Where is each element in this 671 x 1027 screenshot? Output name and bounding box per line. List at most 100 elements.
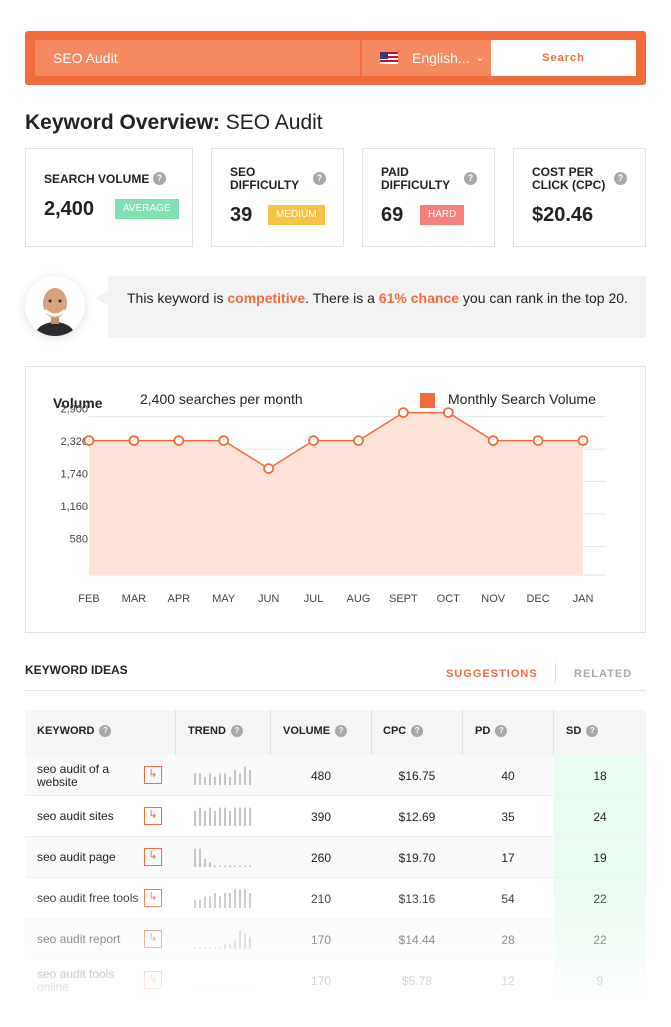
help-icon[interactable]: ? <box>99 725 112 738</box>
help-icon[interactable]: ? <box>411 725 424 738</box>
column-header-cpc[interactable]: CPC? <box>383 710 424 755</box>
help-icon[interactable]: ? <box>586 725 599 738</box>
search-button[interactable]: Search <box>491 40 636 76</box>
trend-bar <box>199 773 201 785</box>
trend-bar <box>234 807 236 826</box>
search-input[interactable] <box>35 40 360 76</box>
column-label: CPC <box>383 725 407 737</box>
page-title-keyword: SEO Audit <box>225 111 323 134</box>
help-icon[interactable]: ? <box>313 172 326 185</box>
column-header-keyword[interactable]: KEYWORD? <box>37 710 112 755</box>
keyword-cell[interactable]: seo audit of a website <box>37 762 110 789</box>
table-row[interactable]: seo audit sites ↳ 390 $12.69 35 24 <box>25 796 646 837</box>
trend-bar <box>204 776 206 785</box>
trend-sparkline <box>194 766 251 785</box>
trend-bar <box>239 773 241 785</box>
data-point <box>442 407 454 418</box>
help-icon[interactable]: ? <box>153 172 166 185</box>
column-header-pd[interactable]: PD? <box>475 710 508 755</box>
sd-cell: 19 <box>593 851 607 865</box>
open-keyword-icon[interactable]: ↳ <box>144 766 162 784</box>
help-icon[interactable]: ? <box>230 725 243 738</box>
trend-bar <box>219 988 221 990</box>
column-label: SD <box>566 725 582 737</box>
trend-sparkline <box>194 930 251 949</box>
pd-cell: 28 <box>501 933 515 947</box>
open-keyword-icon[interactable]: ↳ <box>144 807 162 825</box>
volume-cell: 210 <box>310 892 332 906</box>
cpc-cell: $12.69 <box>398 810 436 824</box>
status-badge: Medium <box>268 205 325 225</box>
trend-bar <box>214 776 216 785</box>
x-tick-label: MAY <box>212 593 236 605</box>
trend-bar <box>239 807 241 826</box>
data-point <box>218 435 230 446</box>
trend-bar <box>244 766 246 785</box>
table-row[interactable]: seo audit free tools ↳ 210 $13.16 54 22 <box>25 878 646 919</box>
table-row[interactable]: seo audit report ↳ 170 $14.44 28 22 <box>25 919 646 960</box>
metric-label: Cost Per Click (CPC) <box>532 165 606 192</box>
help-icon[interactable]: ? <box>614 172 627 185</box>
cpc-cell: $19.70 <box>398 851 436 865</box>
help-icon[interactable]: ? <box>495 725 508 738</box>
trend-sparkline <box>194 889 251 908</box>
search-bar: English... ⌄ Search <box>25 31 646 85</box>
tab-suggestions[interactable]: SUGGESTIONS <box>446 668 538 680</box>
open-keyword-icon[interactable]: ↳ <box>144 848 162 866</box>
open-keyword-icon[interactable]: ↳ <box>144 971 162 989</box>
table-row[interactable]: seo audit of a website ↳ 480 $16.75 40 18 <box>25 755 646 796</box>
metric-value: 69 <box>381 204 404 226</box>
column-header-trend[interactable]: TREND? <box>188 710 243 755</box>
volume-cell: 480 <box>310 769 332 783</box>
legend-swatch <box>420 393 435 408</box>
data-point <box>397 407 409 418</box>
open-keyword-icon[interactable]: ↳ <box>144 889 162 907</box>
trend-bar <box>239 988 241 990</box>
data-point <box>128 435 140 446</box>
pd-cell: 12 <box>501 974 515 988</box>
advice-highlight-chance: 61% chance <box>378 290 460 306</box>
advice-highlight-competitive: competitive <box>227 290 306 306</box>
us-flag-icon <box>380 52 398 64</box>
column-label: TREND <box>188 725 226 737</box>
keyword-cell[interactable]: seo audit sites <box>37 809 114 823</box>
keyword-cell[interactable]: seo audit page <box>37 850 116 864</box>
sd-cell: 24 <box>593 810 607 824</box>
tab-related[interactable]: RELATED <box>574 668 633 680</box>
series-line <box>89 411 583 470</box>
pd-cell: 17 <box>501 851 515 865</box>
volume-chart-panel: Volume 2,400 searches per month Monthly … <box>25 366 646 633</box>
trend-bar <box>204 896 206 908</box>
trend-bar <box>234 770 236 785</box>
sd-cell: 18 <box>593 769 607 783</box>
sd-cell: 22 <box>593 933 607 947</box>
column-label: PD <box>475 725 491 737</box>
trend-bar <box>249 807 251 826</box>
column-divider <box>175 710 176 755</box>
page-title-prefix: Keyword Overview: <box>25 111 220 134</box>
keyword-cell[interactable]: seo audit report <box>37 932 121 946</box>
table-header: KEYWORD? TREND? VOLUME? CPC? PD? SD? <box>25 710 646 755</box>
table-row[interactable]: seo audit page ↳ 260 $19.70 17 19 <box>25 837 646 878</box>
keyword-cell[interactable]: seo audit free tools <box>37 891 139 905</box>
table-row[interactable]: seo audit tools online ↳ 170 $5.78 12 9 <box>25 960 646 1001</box>
column-header-sd[interactable]: SD? <box>566 710 599 755</box>
cpc-cell: $16.75 <box>398 769 436 783</box>
language-select[interactable]: English... ⌄ <box>362 40 497 76</box>
trend-bar <box>214 893 216 908</box>
y-tick-label: 1,160 <box>60 501 88 513</box>
column-header-volume[interactable]: VOLUME? <box>283 710 348 755</box>
trend-bar <box>209 947 211 949</box>
sd-cell: 9 <box>596 974 604 988</box>
help-icon[interactable]: ? <box>464 172 477 185</box>
trend-bar <box>194 899 196 908</box>
cpc-cell: $14.44 <box>398 933 436 947</box>
open-keyword-icon[interactable]: ↳ <box>144 930 162 948</box>
status-badge: Average <box>115 199 179 219</box>
trend-bar <box>239 865 241 867</box>
keyword-cell[interactable]: seo audit tools online <box>37 967 115 994</box>
trend-bar <box>234 865 236 867</box>
x-tick-label: MAR <box>122 593 147 605</box>
help-icon[interactable]: ? <box>335 725 348 738</box>
advice-text: you can rank in the top 20. <box>459 290 628 306</box>
